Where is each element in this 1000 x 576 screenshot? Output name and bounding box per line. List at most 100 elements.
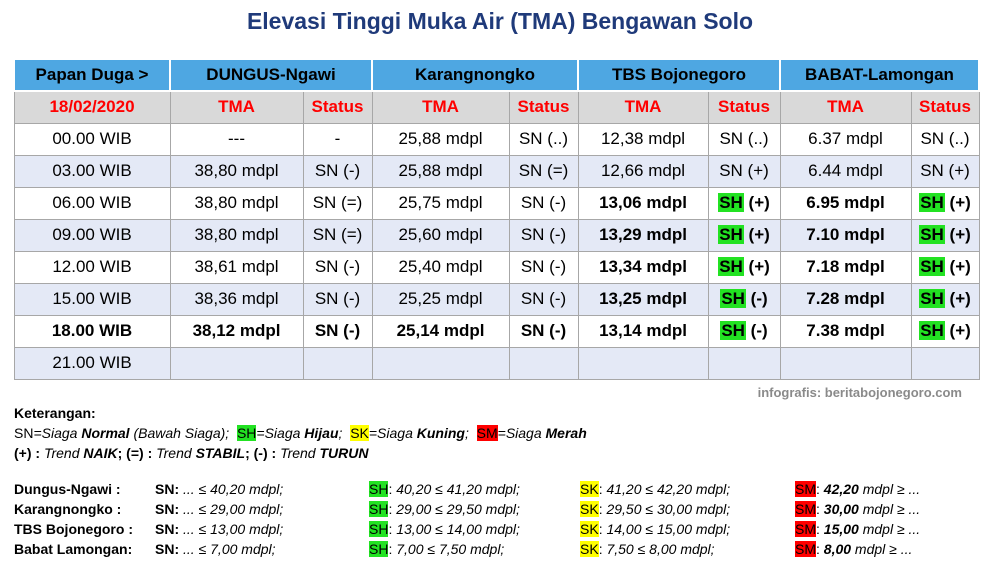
- threshold-sn: SN: ... ≤ 40,20 mdpl;: [155, 481, 284, 497]
- threshold-sm: SM: 42,20 mdpl ≥ ...: [795, 481, 921, 497]
- station-header-row: Papan Duga > DUNGUS-Ngawi Karangnongko T…: [13, 58, 980, 92]
- threshold-sk: SK: 14,00 ≤ 15,00 mdpl;: [580, 521, 731, 537]
- tma-header: TMA: [169, 90, 304, 124]
- siaga-hijau-badge: SH: [919, 225, 945, 244]
- tma-header: TMA: [371, 90, 510, 124]
- status-cell: SN (-): [508, 250, 579, 284]
- time-cell: 12.00 WIB: [13, 250, 171, 284]
- tma-cell: 12,66 mdpl: [577, 154, 709, 188]
- tma-header: TMA: [779, 90, 912, 124]
- threshold-row: Karangnongko : SN: ... ≤ 29,00 mdpl; SH: 2…: [14, 499, 994, 519]
- time-cell: 09.00 WIB: [13, 218, 171, 252]
- station-header: BABAT-Lamongan: [779, 58, 980, 92]
- siaga-hijau-badge: SH: [919, 257, 945, 276]
- threshold-sn: SN: ... ≤ 13,00 mdpl;: [155, 521, 284, 537]
- status-cell: SH (+): [910, 282, 980, 316]
- legend-heading: Keterangan:: [14, 405, 96, 421]
- status-cell: SN (-): [302, 282, 373, 316]
- threshold-sn: SN: ... ≤ 7,00 mdpl;: [155, 541, 276, 557]
- status-cell: SH (+): [910, 314, 980, 348]
- tma-cell: 7.10 mdpl: [779, 218, 912, 252]
- tma-cell: 25,88 mdpl: [371, 154, 510, 188]
- siaga-hijau-badge: SH: [720, 321, 746, 340]
- legend-trend-line: (+) : Trend NAIK; (=) : Trend STABIL; (-…: [14, 445, 369, 461]
- table-row: 18.00 WIB 38,12 mdpl SN (-) 25,14 mdpl SN (-…: [13, 314, 980, 348]
- tma-cell: [577, 346, 709, 380]
- tma-cell: 6.44 mdpl: [779, 154, 912, 188]
- tma-cell: 13,25 mdpl: [577, 282, 709, 316]
- siaga-hijau-badge: SH: [718, 257, 744, 276]
- water-level-table: Papan Duga > DUNGUS-Ngawi Karangnongko T…: [13, 58, 980, 380]
- table-row: 09.00 WIB 38,80 mdpl SN (=) 25,60 mdpl SN (-…: [13, 218, 980, 252]
- threshold-sn: SN: ... ≤ 29,00 mdpl;: [155, 501, 284, 517]
- table-row: 00.00 WIB --- -25,88 mdpl SN (..) 12,38 mdpl…: [13, 122, 980, 156]
- status-header: Status: [508, 90, 579, 124]
- time-cell: 15.00 WIB: [13, 282, 171, 316]
- status-cell: SN (-): [508, 186, 579, 220]
- threshold-sk: SK: 41,20 ≤ 42,20 mdpl;: [580, 481, 731, 497]
- threshold-sh: SH: 13,00 ≤ 14,00 mdpl;: [369, 521, 520, 537]
- tma-cell: [371, 346, 510, 380]
- time-cell: 21.00 WIB: [13, 346, 171, 380]
- status-cell: SH (+): [910, 250, 980, 284]
- status-header: Status: [910, 90, 980, 124]
- status-cell: SH (-): [707, 282, 781, 316]
- tma-cell: 6.37 mdpl: [779, 122, 912, 156]
- tma-cell: 6.95 mdpl: [779, 186, 912, 220]
- credit-text: infografis: beritabojonegoro.com: [757, 385, 962, 400]
- tma-header: TMA: [577, 90, 709, 124]
- threshold-sk: SK: 7,50 ≤ 8,00 mdpl;: [580, 541, 715, 557]
- table-row: 06.00 WIB 38,80 mdpl SN (=) 25,75 mdpl SN (-…: [13, 186, 980, 220]
- page-title: Elevasi Tinggi Muka Air (TMA) Bengawan S…: [246, 8, 754, 34]
- threshold-row: Babat Lamongan: SN: ... ≤ 7,00 mdpl; SH: 7…: [14, 539, 994, 559]
- tma-cell: 38,80 mdpl: [169, 186, 304, 220]
- threshold-station: Babat Lamongan:: [14, 541, 133, 557]
- tma-cell: 13,29 mdpl: [577, 218, 709, 252]
- status-cell: SN (=): [302, 218, 373, 252]
- threshold-sm: SM: 30,00 mdpl ≥ ...: [795, 501, 921, 517]
- status-cell: [508, 346, 579, 380]
- table-row: 03.00 WIB 38,80 mdpl SN (-) 25,88 mdpl SN (=…: [13, 154, 980, 188]
- tma-cell: 25,75 mdpl: [371, 186, 510, 220]
- papan-duga-header: Papan Duga >: [13, 58, 171, 92]
- status-cell: SN (=): [302, 186, 373, 220]
- tma-cell: 38,80 mdpl: [169, 154, 304, 188]
- tma-cell: 7.18 mdpl: [779, 250, 912, 284]
- siaga-hijau-badge: SH: [919, 321, 945, 340]
- threshold-station: Dungus-Ngawi :: [14, 481, 121, 497]
- status-cell: SN (+): [707, 154, 781, 188]
- status-cell: SN (..): [707, 122, 781, 156]
- tma-cell: 13,34 mdpl: [577, 250, 709, 284]
- siaga-hijau-badge: SH: [718, 225, 744, 244]
- time-cell: 06.00 WIB: [13, 186, 171, 220]
- siaga-hijau-badge: SH: [720, 289, 746, 308]
- siaga-hijau-badge: SH: [718, 193, 744, 212]
- tma-cell: 25,88 mdpl: [371, 122, 510, 156]
- column-header-row: 18/02/2020 TMA Status TMA Status TMA Sta…: [13, 90, 980, 124]
- status-cell: -: [302, 122, 373, 156]
- threshold-sm: SM: 15,00 mdpl ≥ ...: [795, 521, 921, 537]
- threshold-station: TBS Bojonegoro :: [14, 521, 133, 537]
- status-cell: [910, 346, 980, 380]
- tma-cell: 38,61 mdpl: [169, 250, 304, 284]
- tma-cell: 38,80 mdpl: [169, 218, 304, 252]
- tma-cell: ---: [169, 122, 304, 156]
- siaga-kuning-swatch: SK: [350, 425, 369, 441]
- legend-siaga-line: SN=Siaga Normal (Bawah Siaga); SH=Siaga …: [14, 425, 587, 441]
- status-cell: SN (-): [508, 218, 579, 252]
- threshold-station: Karangnongko :: [14, 501, 122, 517]
- status-cell: SH (+): [910, 186, 980, 220]
- station-header: Karangnongko: [371, 58, 579, 92]
- tma-cell: 7.38 mdpl: [779, 314, 912, 348]
- siaga-hijau-badge: SH: [919, 289, 945, 308]
- threshold-sh: SH: 40,20 ≤ 41,20 mdpl;: [369, 481, 520, 497]
- threshold-row: TBS Bojonegoro : SN: ... ≤ 13,00 mdpl; SH:…: [14, 519, 994, 539]
- tma-cell: 25,25 mdpl: [371, 282, 510, 316]
- tma-cell: 25,14 mdpl: [371, 314, 510, 348]
- tma-cell: 12,38 mdpl: [577, 122, 709, 156]
- tma-cell: 7.28 mdpl: [779, 282, 912, 316]
- tma-cell: [169, 346, 304, 380]
- threshold-sh: SH: 29,00 ≤ 29,50 mdpl;: [369, 501, 520, 517]
- status-cell: SH (+): [910, 218, 980, 252]
- status-cell: SN (-): [302, 154, 373, 188]
